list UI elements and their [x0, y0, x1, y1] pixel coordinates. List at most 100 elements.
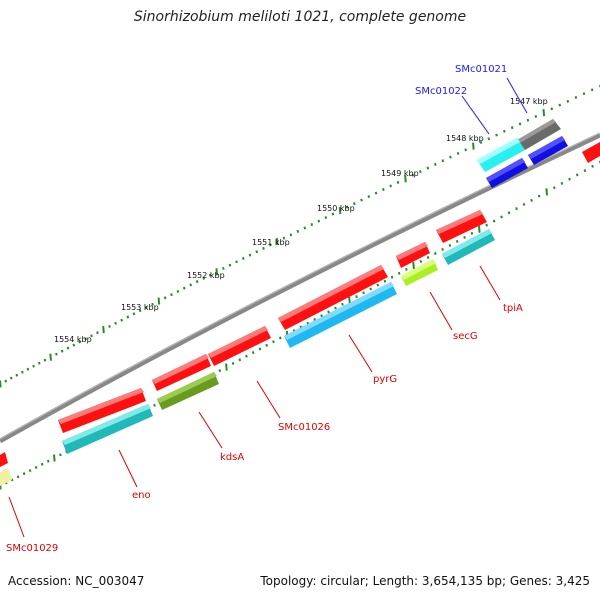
outer-tick [419, 170, 422, 174]
outer-tick [60, 349, 64, 353]
outer-tick [317, 219, 321, 223]
feature-eno-cyan[interactable] [62, 404, 153, 454]
inner-tick [591, 164, 594, 168]
inner-tick [272, 340, 275, 344]
feature-smc01029-red[interactable] [0, 452, 8, 467]
inner-tick [434, 252, 437, 255]
tick-label-1554: 1554 kbp [54, 335, 92, 344]
gene-label-pyrg[interactable]: pyrG [373, 374, 397, 385]
outer-tick [151, 302, 154, 306]
outer-tick [43, 358, 47, 362]
outer-tick [534, 114, 538, 118]
outer-tick [495, 133, 498, 137]
ruler-labels: 1547 kbp 1548 kbp 1549 kbp 1550 kbp 1551… [54, 97, 548, 344]
feature-tpia-cyan[interactable] [442, 229, 495, 265]
feature-blue-2[interactable] [486, 158, 528, 188]
inner-tick [218, 369, 222, 372]
outer-tick [590, 88, 594, 92]
outer-tick [235, 260, 238, 264]
genome-backbone [0, 132, 600, 444]
inner-tick [245, 354, 248, 358]
outer-tick [78, 340, 81, 344]
label-leaders [8, 77, 528, 538]
outer-tick [510, 126, 514, 130]
feature-red-edge[interactable] [582, 142, 600, 163]
gene-label-kdsa[interactable]: kdsA [220, 452, 244, 463]
gene-label-eno[interactable]: eno [132, 490, 151, 501]
gene-label-smc01022[interactable]: SMc01022 [415, 86, 467, 97]
inner-tick [507, 211, 511, 215]
feature-kdsa-olive[interactable] [157, 372, 219, 410]
inner-tick [441, 248, 444, 251]
inner-tick [265, 343, 268, 347]
outer-tick [102, 325, 105, 334]
gene-label-smc01026[interactable]: SMc01026 [278, 422, 330, 433]
outer-tick [55, 352, 58, 356]
tick-label-1547: 1547 kbp [510, 97, 548, 106]
inner-tick [16, 475, 20, 479]
outer-tick [242, 257, 245, 260]
outer-tick [296, 229, 300, 233]
inner-tick [251, 351, 255, 355]
feature-smc01026-red[interactable] [208, 326, 271, 366]
feature-smc01029-yellow[interactable] [0, 468, 12, 486]
inner-tick [412, 261, 415, 270]
outer-tick [382, 188, 385, 191]
outer-tick [275, 238, 279, 246]
outer-tick [503, 129, 506, 133]
feature-tpia-red[interactable] [436, 210, 487, 243]
outer-tick [338, 207, 342, 215]
outer-tick [542, 109, 546, 117]
outer-tick [195, 280, 199, 284]
inner-tick [553, 186, 556, 190]
gene-label-tpia[interactable]: tpiA [503, 303, 523, 314]
gene-label-secg[interactable]: secG [453, 331, 478, 342]
feature-pyrg-red[interactable] [278, 265, 388, 330]
inner-tick [258, 347, 262, 351]
outer-tick [0, 380, 2, 388]
inner-tick [348, 296, 351, 305]
outer-tick [96, 331, 99, 335]
outer-tick [120, 318, 123, 322]
outer-tick [10, 376, 13, 380]
outer-tick [345, 205, 349, 209]
inner-tick [530, 198, 533, 202]
outer-tick [487, 137, 491, 141]
leader-smc01022 [461, 95, 490, 135]
feature-smc01021[interactable] [517, 119, 561, 150]
feature-pyrg-sky[interactable] [284, 282, 397, 348]
inner-tick [46, 459, 50, 463]
inner-tick [485, 223, 488, 227]
outer-tick [32, 364, 35, 368]
feature-eno-red[interactable] [58, 388, 146, 433]
feature-kdsa-red[interactable] [152, 354, 211, 391]
inner-tick [369, 287, 372, 291]
feature-blue-1[interactable] [528, 136, 568, 165]
gene-label-smc01029[interactable]: SMc01029 [6, 543, 58, 554]
outer-tick [108, 324, 111, 328]
inner-tick [470, 231, 474, 235]
inner-tick [53, 454, 56, 462]
outer-tick [15, 373, 19, 377]
outer-tick [374, 191, 378, 195]
outer-tick [472, 142, 475, 150]
inner-tick [463, 235, 466, 239]
inner-tick [279, 336, 282, 340]
feature-smc01022[interactable] [477, 138, 525, 172]
outer-tick [389, 184, 392, 188]
outer-tick [26, 367, 30, 371]
inner-tick [568, 177, 571, 181]
outer-tick [404, 175, 407, 183]
gene-label-smc01021[interactable]: SMc01021 [455, 64, 507, 75]
inner-tick [583, 169, 587, 173]
outer-tick [222, 267, 225, 270]
inner-tick [362, 291, 365, 295]
feature-secg-red[interactable] [396, 242, 430, 268]
outer-tick [262, 246, 265, 250]
outer-tick-track [0, 84, 600, 388]
inner-tick [545, 188, 549, 196]
inner-tick [426, 256, 430, 259]
feature-secg-lime[interactable] [401, 259, 438, 286]
outer-tick [360, 198, 363, 202]
leader-tpia [479, 265, 501, 301]
